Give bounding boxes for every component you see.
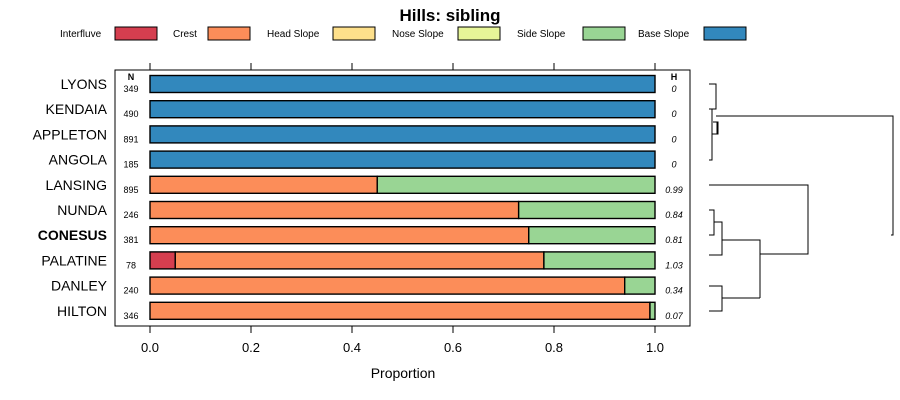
entropy-label: 0: [671, 134, 676, 144]
bar-segment: [149, 225, 530, 245]
bar-segment: [149, 150, 656, 169]
x-axis-title: Proportion: [371, 365, 436, 381]
sample-size-label: 78: [126, 260, 136, 270]
bar-segment: [149, 251, 176, 270]
row-label: PALATINE: [41, 252, 107, 268]
bar-segment: [174, 251, 545, 270]
sample-size-label: 246: [123, 210, 138, 220]
row-label: LYONS: [61, 76, 107, 92]
legend-swatch: [703, 26, 747, 41]
row-label: HILTON: [57, 303, 107, 319]
sample-size-label: 381: [123, 235, 138, 245]
legend-swatch: [332, 26, 376, 41]
row-label: LANSING: [46, 177, 107, 193]
legend-label: Base Slope: [638, 29, 690, 40]
row-label: APPLETON: [33, 126, 107, 142]
bar-segment: [543, 251, 656, 270]
bar-segment: [376, 175, 656, 195]
chart-title: Hills: sibling: [399, 6, 500, 25]
legend-swatch: [457, 26, 501, 41]
x-tick-label: 0.8: [545, 340, 563, 355]
legend-label: Nose Slope: [392, 29, 444, 40]
x-tick-label: 1.0: [646, 340, 664, 355]
sample-size-label: 490: [123, 109, 138, 119]
bar-segment: [528, 225, 656, 245]
entropy-label: 0.34: [665, 286, 683, 296]
sample-size-label: 891: [123, 134, 138, 144]
sample-size-label: 240: [123, 286, 138, 296]
bar-segment: [149, 125, 656, 144]
legend-label: Interfluve: [60, 29, 102, 40]
legend-swatch: [114, 26, 158, 41]
legend-label: Head Slope: [267, 29, 320, 40]
entropy-label: 0: [671, 84, 676, 94]
row-label: ANGOLA: [49, 152, 108, 168]
legend-label: Crest: [173, 29, 197, 40]
h-column-header: H: [671, 72, 678, 82]
dendrogram-branch-cluster-1: [709, 83, 894, 312]
sample-size-label: 185: [123, 160, 138, 170]
bar-segment: [149, 301, 651, 320]
entropy-label: 1.03: [665, 260, 683, 270]
sample-size-label: 349: [123, 84, 138, 94]
entropy-label: 0.84: [665, 210, 683, 220]
x-tick-label: 0.2: [242, 340, 260, 355]
legend-swatch: [207, 26, 251, 41]
dendrogram: [709, 83, 894, 312]
bar-segment: [649, 301, 656, 320]
x-tick-label: 0.4: [343, 340, 361, 355]
bar-segment: [149, 74, 656, 94]
row-label: KENDAIA: [46, 101, 108, 117]
entropy-label: 0.81: [665, 235, 683, 245]
sample-size-label: 346: [123, 311, 138, 321]
row-label: DANLEY: [51, 278, 108, 294]
x-tick-label: 0.6: [444, 340, 462, 355]
n-column-header: N: [128, 72, 135, 82]
bar-segment: [149, 175, 378, 195]
row-label: CONESUS: [38, 227, 107, 243]
legend: Interfluve Crest Head Slope Nose Slope Side …: [60, 26, 747, 41]
legend-label: Side Slope: [517, 29, 566, 40]
x-axis: 0.0 0.2 0.4 0.6 0.8 1.0: [141, 63, 664, 355]
entropy-label: 0: [671, 160, 676, 170]
entropy-label: 0: [671, 109, 676, 119]
bar-segment: [624, 276, 656, 295]
bar-segment: [149, 276, 626, 295]
x-tick-label: 0.0: [141, 340, 159, 355]
entropy-label: 0.07: [665, 311, 684, 321]
legend-swatch: [582, 26, 626, 41]
bar-segment: [149, 99, 656, 119]
bar-segment: [517, 200, 656, 220]
row-label: NUNDA: [57, 202, 107, 218]
sample-size-label: 895: [123, 185, 138, 195]
bar-segment: [149, 200, 520, 220]
bar-rows: LYONS 349 0 KENDAIA 490 0 APPLETON 891 0 ANGOLA 18…: [33, 74, 684, 321]
entropy-label: 0.99: [665, 185, 683, 195]
